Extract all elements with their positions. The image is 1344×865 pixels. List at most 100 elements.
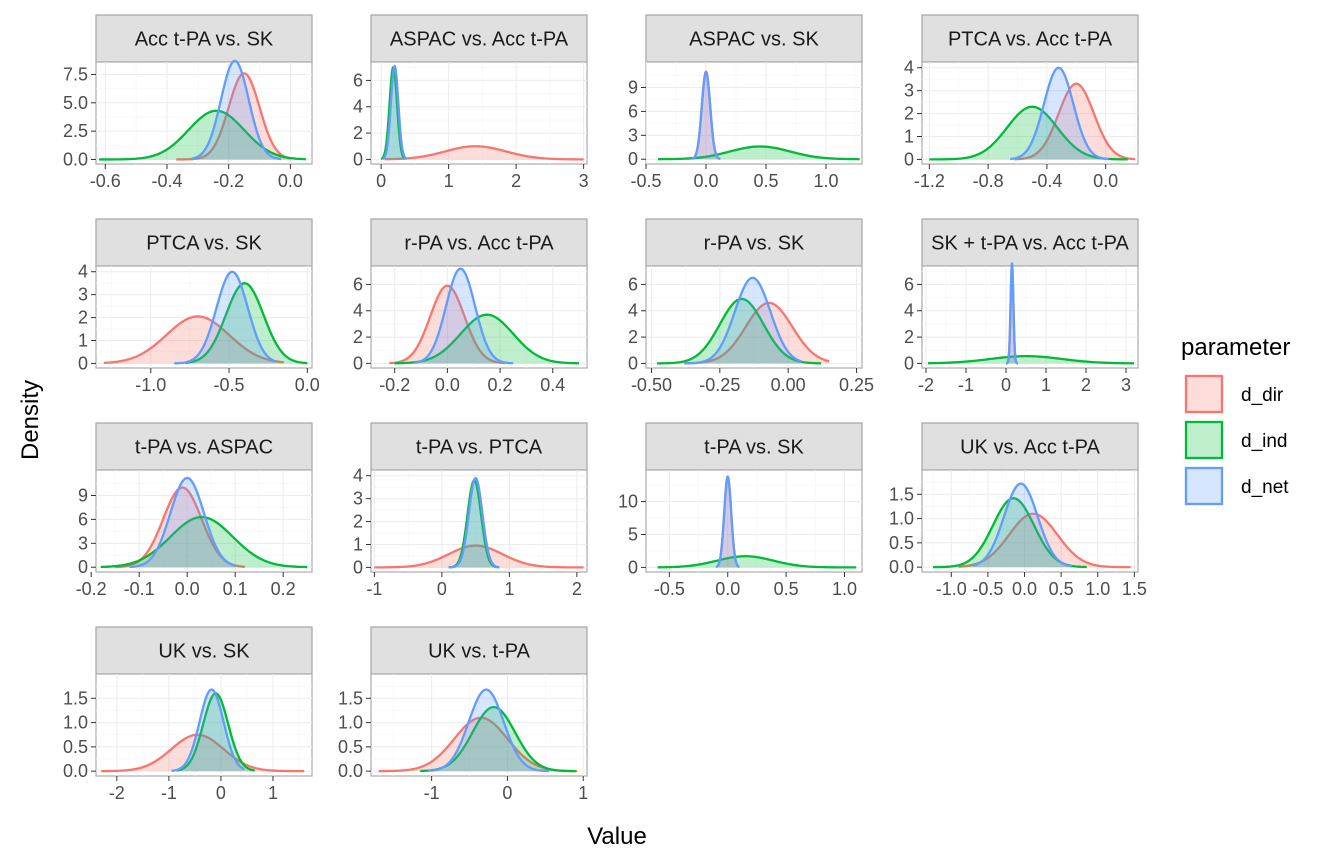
x-tick-label: -0.1 <box>124 579 155 599</box>
facet-title: ASPAC vs. SK <box>689 29 819 51</box>
facet-panels: Acc t-PA vs. SK -0.6 -0.4 -0.2 0.0 0.0 2.5 5.0 7… <box>63 14 1147 803</box>
panel-background <box>95 61 313 165</box>
y-tick-label: 1 <box>904 126 914 146</box>
density-line-d_dir <box>101 733 305 773</box>
legend: parameter d_dir d_ind d_net <box>1181 334 1290 507</box>
y-tick-label: 0.5 <box>63 737 88 757</box>
y-tick-label: 2 <box>353 327 363 347</box>
y-tick-label: 1 <box>353 534 363 554</box>
x-tick-label: 1.0 <box>832 579 857 599</box>
y-tick-label: 0 <box>353 353 363 373</box>
facet-uk-vs-acc-t-pa: UK vs. Acc t-PA -1.0 -0.5 0.0 0.5 1.0 1.5 0.0 0.… <box>889 422 1147 599</box>
x-tick-label: 0.5 <box>1049 579 1074 599</box>
y-tick-label: 0 <box>628 557 638 577</box>
facet-title: r-PA vs. Acc t-PA <box>404 233 554 255</box>
legend-item-d-dir: d_dir <box>1183 373 1284 415</box>
gridlines <box>646 470 862 572</box>
density-area-d_dir <box>384 146 584 160</box>
density-line-d_ind <box>99 109 306 161</box>
density-area-d_ind <box>394 314 580 364</box>
facet-strip <box>921 218 1139 267</box>
y-tick-label: 2 <box>353 512 363 532</box>
density-area-d_net <box>684 277 802 364</box>
legend-swatch <box>1184 374 1224 414</box>
facet-title: Acc t-PA vs. SK <box>135 29 274 51</box>
facet-acc-t-pa-vs-sk: Acc t-PA vs. SK -0.6 -0.4 -0.2 0.0 0.0 2.5 5.0 7… <box>63 14 313 191</box>
x-tick-label: -1.2 <box>914 171 945 191</box>
facet-strip <box>95 422 313 471</box>
facet-strip <box>95 626 313 675</box>
x-tick-label: 1.5 <box>1122 579 1147 599</box>
y-tick-label: 4 <box>353 466 363 486</box>
density-line-d_ind <box>657 555 857 569</box>
density-line-d_net <box>715 475 741 569</box>
x-tick-label: 0.0 <box>175 579 200 599</box>
facet-uk-vs-t-pa: UK vs. t-PA -1 0 1 0.0 0.5 1.0 1.5 <box>338 626 588 803</box>
facet-title: ASPAC vs. Acc t-PA <box>390 29 569 51</box>
gridlines <box>922 470 1138 572</box>
gridlines <box>646 266 862 368</box>
facet-title: t-PA vs. ASPAC <box>135 437 273 459</box>
density-area-d_ind <box>656 298 821 364</box>
density-line-d_net <box>129 476 236 569</box>
facet-strip <box>645 422 863 471</box>
x-tick-label: 0.2 <box>488 375 513 395</box>
x-tick-label: -0.4 <box>151 171 182 191</box>
density-line-d_ind <box>185 282 308 365</box>
x-tick-label: 0.00 <box>771 375 806 395</box>
gridlines <box>96 674 312 776</box>
x-tick-label: 1 <box>504 579 514 599</box>
facet-aspac-vs-acc-t-pa: ASPAC vs. Acc t-PA 0 1 2 3 0 2 4 6 <box>353 14 589 191</box>
x-tick-label: -0.2 <box>379 375 410 395</box>
y-tick-label: 9 <box>78 486 88 506</box>
y-tick-label: 2 <box>78 308 88 328</box>
facet-strip <box>921 14 1139 63</box>
x-tick-label: 3 <box>1121 375 1131 395</box>
facet-t-pa-vs-aspac: t-PA vs. ASPAC -0.2 -0.1 0.0 0.1 0.2 0 3 6 9 <box>76 422 313 599</box>
x-tick-label: 0.25 <box>839 375 874 395</box>
facet-strip <box>645 218 863 267</box>
density-line-d_net <box>972 482 1073 568</box>
legend-item-d-ind: d_ind <box>1183 419 1288 461</box>
gridlines <box>922 266 1138 368</box>
facet-r-pa-vs-acc-t-pa: r-PA vs. Acc t-PA -0.2 0.0 0.2 0.4 0 2 4 6 <box>353 218 588 395</box>
density-line-d_dir <box>374 544 584 569</box>
x-tick-label: 0.0 <box>693 171 718 191</box>
x-tick-label: 1 <box>1041 375 1051 395</box>
density-area-d_dir <box>101 734 305 772</box>
density-area-d_dir <box>103 316 284 364</box>
x-tick-label: -0.5 <box>972 579 1003 599</box>
gridlines <box>96 62 312 164</box>
facet-aspac-vs-sk: ASPAC vs. SK -0.5 0.0 0.5 1.0 0 3 6 9 <box>628 14 863 191</box>
x-tick-label: -2 <box>918 375 934 395</box>
y-tick-label: 4 <box>904 301 914 321</box>
legend-label: d_net <box>1241 477 1289 498</box>
x-tick-label: 0 <box>216 783 226 803</box>
y-tick-label: 3 <box>904 81 914 101</box>
x-tick-label: 1.0 <box>1085 579 1110 599</box>
x-tick-label: 1 <box>444 171 454 191</box>
legend-swatch <box>1184 466 1224 506</box>
density-area-d_net <box>129 477 236 568</box>
density-area-d_dir <box>1006 264 1018 364</box>
y-tick-label: 2 <box>628 327 638 347</box>
facet-uk-vs-sk: UK vs. SK -2 -1 0 1 0.0 0.5 1.0 1.5 <box>63 626 313 803</box>
legend-label: d_dir <box>1241 385 1284 406</box>
density-area-d_ind <box>929 106 1128 160</box>
density-line-d_net <box>174 270 277 365</box>
y-tick-label: 3 <box>628 125 638 145</box>
y-tick-label: 0 <box>628 149 638 169</box>
density-area-d_net <box>716 476 740 568</box>
x-tick-label: 0.4 <box>540 375 565 395</box>
gridlines <box>646 62 862 164</box>
density-area-d_ind <box>185 283 308 364</box>
density-area-d_net <box>174 271 276 364</box>
y-tick-label: 6 <box>353 274 363 294</box>
density-area-d_ind <box>176 693 255 772</box>
x-tick-label: -0.6 <box>90 171 121 191</box>
density-area-d_ind <box>932 498 1087 568</box>
x-tick-label: 2 <box>511 171 521 191</box>
y-tick-label: 4 <box>628 301 638 321</box>
y-tick-label: 1 <box>78 330 88 350</box>
